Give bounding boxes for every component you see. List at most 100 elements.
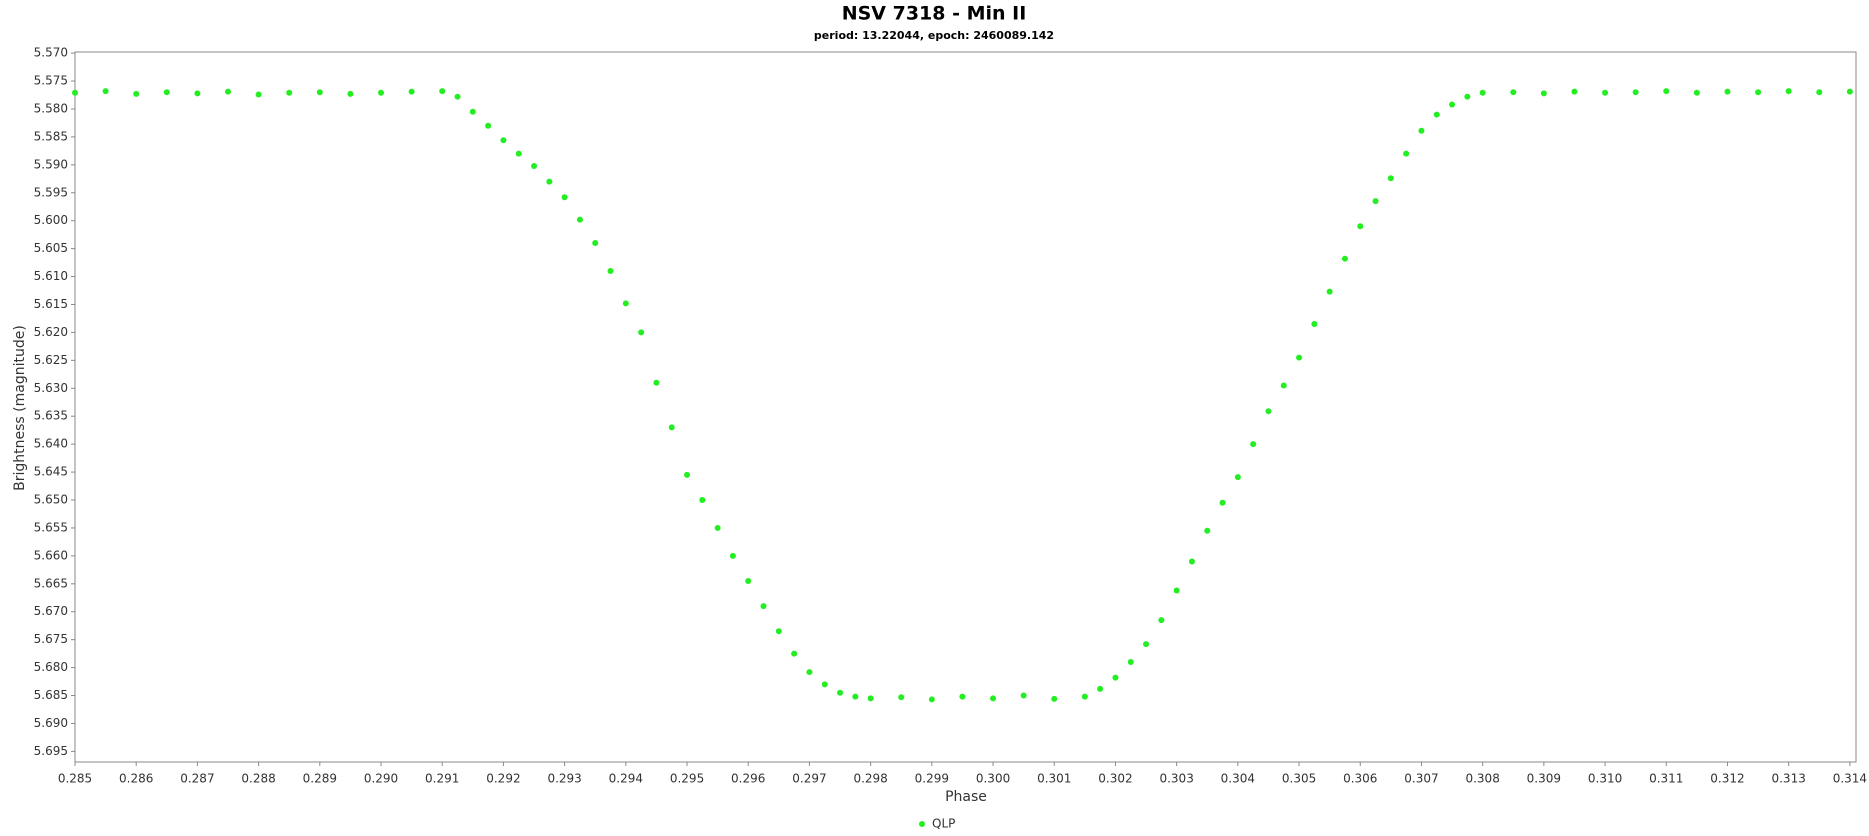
x-tick-label: 0.303 (1159, 772, 1193, 786)
chart-subtitle: period: 13.22044, epoch: 2460089.142 (814, 29, 1054, 42)
data-point (1341, 255, 1348, 262)
data-point (1311, 321, 1318, 328)
x-tick-label: 0.311 (1649, 772, 1683, 786)
data-point (607, 267, 614, 274)
x-tick-label: 0.295 (670, 772, 704, 786)
data-point (684, 471, 691, 478)
data-point (1846, 88, 1853, 95)
data-point (1326, 288, 1333, 295)
data-point (852, 693, 859, 700)
x-tick-label: 0.297 (792, 772, 826, 786)
data-point (990, 695, 997, 702)
y-tick-label: 5.635 (34, 409, 68, 423)
y-tick-label: 5.580 (34, 101, 68, 115)
data-point (531, 162, 538, 169)
x-tick-label: 0.294 (609, 772, 643, 786)
x-tick-label: 0.299 (915, 772, 949, 786)
data-point (1250, 441, 1257, 448)
data-point (1632, 89, 1639, 96)
data-point (1127, 659, 1134, 666)
data-point (1188, 558, 1195, 565)
data-point (1204, 527, 1211, 534)
y-tick-label: 5.650 (34, 493, 68, 507)
data-point (1372, 198, 1379, 205)
data-point (760, 603, 767, 610)
y-tick-label: 5.680 (34, 660, 68, 674)
data-point (576, 216, 583, 223)
x-tick-label: 0.293 (547, 772, 581, 786)
x-tick-label: 0.310 (1588, 772, 1622, 786)
data-point (546, 178, 553, 185)
data-point (668, 424, 675, 431)
y-tick-label: 5.585 (34, 129, 68, 143)
data-point (1602, 89, 1609, 96)
x-tick-label: 0.296 (731, 772, 765, 786)
x-tick-label: 0.286 (119, 772, 153, 786)
y-tick-label: 5.610 (34, 269, 68, 283)
x-tick-label: 0.287 (180, 772, 214, 786)
y-tick-label: 5.600 (34, 213, 68, 227)
data-point (408, 88, 415, 95)
data-point (1403, 150, 1410, 157)
data-point (1081, 693, 1088, 700)
data-point (714, 524, 721, 531)
y-tick-label: 5.655 (34, 520, 68, 534)
data-point (1418, 127, 1425, 134)
data-point (1143, 641, 1150, 648)
data-point (1479, 89, 1486, 96)
x-tick-label: 0.298 (853, 772, 887, 786)
data-point (791, 650, 798, 657)
data-point (1173, 587, 1180, 594)
x-tick-label: 0.285 (58, 772, 92, 786)
data-point (485, 122, 492, 129)
x-tick-label: 0.304 (1221, 772, 1255, 786)
data-point (561, 194, 568, 201)
data-point (194, 90, 201, 97)
data-point (1785, 88, 1792, 95)
data-point (1296, 354, 1303, 361)
x-axis-label: Phase (945, 789, 987, 805)
data-point (1051, 695, 1058, 702)
y-tick-label: 5.695 (34, 744, 68, 758)
data-point (1510, 89, 1517, 96)
x-tick-label: 0.291 (425, 772, 459, 786)
data-point (163, 89, 170, 96)
data-point (867, 695, 874, 702)
x-tick-label: 0.309 (1527, 772, 1561, 786)
y-tick-label: 5.625 (34, 353, 68, 367)
data-point (454, 93, 461, 100)
y-tick-label: 5.590 (34, 157, 68, 171)
data-point (1540, 90, 1547, 97)
data-point (1234, 474, 1241, 481)
data-point (1097, 685, 1104, 692)
y-tick-label: 5.670 (34, 604, 68, 618)
data-point (439, 88, 446, 95)
y-tick-label: 5.620 (34, 325, 68, 339)
x-tick-label: 0.307 (1404, 772, 1438, 786)
data-point (286, 89, 293, 96)
x-tick-label: 0.289 (303, 772, 337, 786)
data-point (102, 88, 109, 95)
data-point (1387, 175, 1394, 182)
data-point (1571, 88, 1578, 95)
data-point (378, 89, 385, 96)
data-point (729, 552, 736, 559)
data-point (225, 88, 232, 95)
y-tick-label: 5.660 (34, 548, 68, 562)
x-tick-label: 0.301 (1037, 772, 1071, 786)
y-tick-label: 5.605 (34, 241, 68, 255)
data-point (255, 91, 262, 98)
x-tick-label: 0.292 (486, 772, 520, 786)
y-tick-label: 5.570 (34, 46, 68, 60)
data-point (515, 150, 522, 157)
data-point (775, 628, 782, 635)
data-point (821, 681, 828, 688)
x-tick-label: 0.313 (1771, 772, 1805, 786)
data-point (1158, 617, 1165, 624)
x-tick-label: 0.305 (1282, 772, 1316, 786)
y-axis-label: Brightness (magnitude) (12, 325, 28, 491)
y-tick-label: 5.665 (34, 576, 68, 590)
data-point (699, 497, 706, 504)
data-point (806, 669, 813, 676)
